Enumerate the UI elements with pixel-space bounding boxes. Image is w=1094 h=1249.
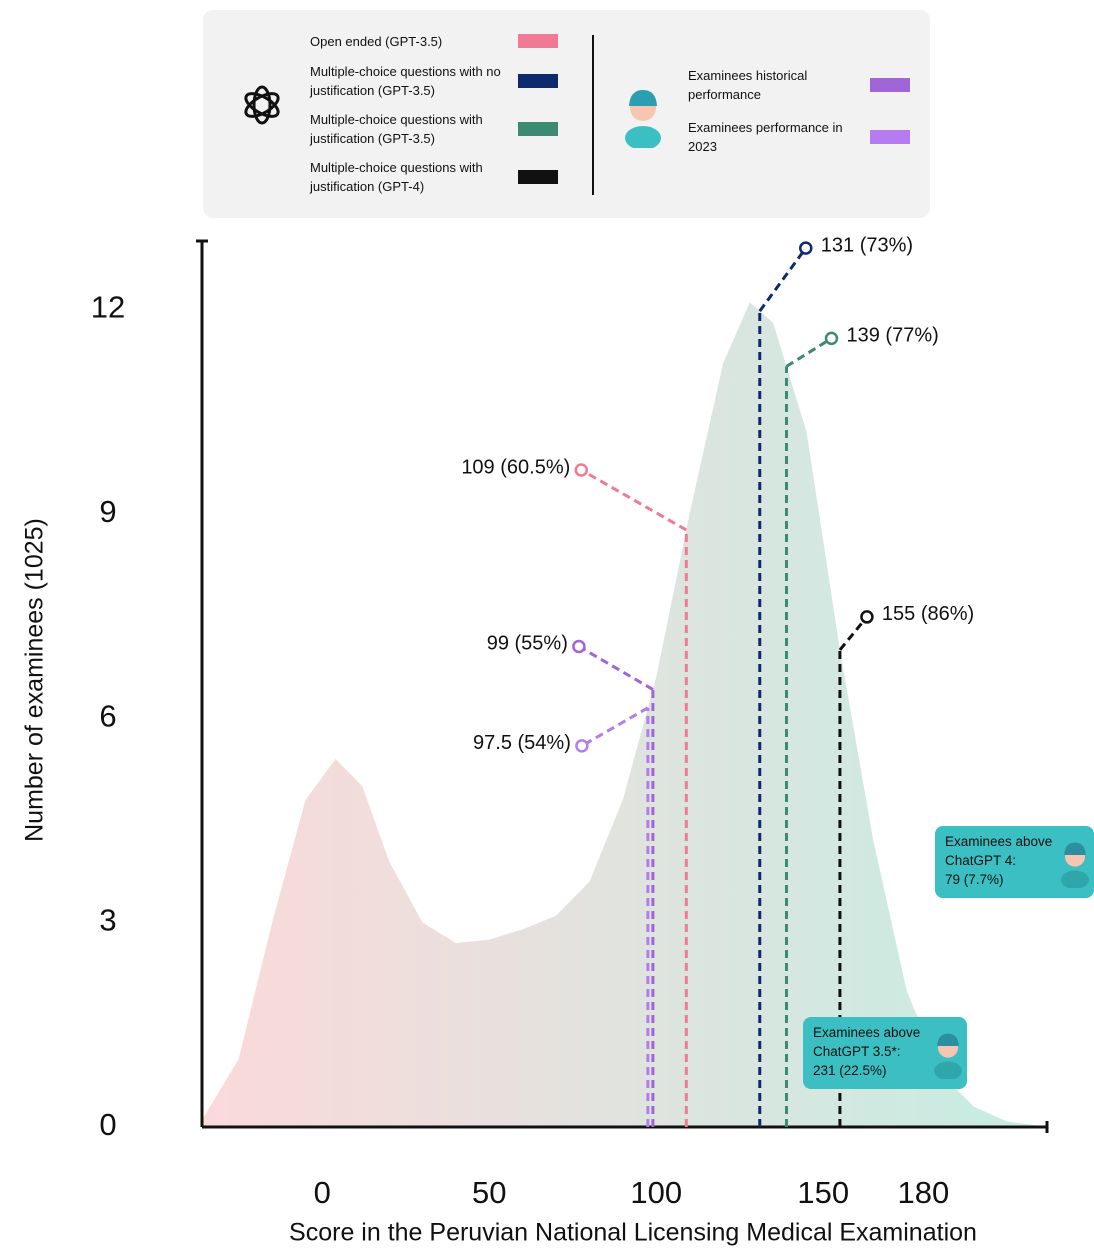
examinee-icon (1058, 836, 1092, 888)
score-marker (573, 641, 584, 652)
callout-text: Examinees above ChatGPT 4: (945, 832, 1056, 870)
x-axis-title: Score in the Peruvian National Licensing… (289, 1219, 977, 1247)
density-area (202, 302, 1047, 1127)
legend-divider (592, 35, 594, 195)
y-tick-label: 0 (99, 1107, 116, 1142)
callout: Examinees above ChatGPT 4:79 (7.7%) (935, 826, 1094, 898)
openai-logo (239, 82, 285, 128)
examinee-icon (621, 82, 665, 148)
legend: Open ended (GPT-3.5) Multiple-choice ques… (203, 10, 930, 218)
x-tick-label: 150 (797, 1175, 849, 1210)
score-label: 99 (55%) (487, 633, 568, 655)
legend-label: Multiple-choice questions with no justif… (310, 62, 510, 100)
score-label: 155 (86%) (882, 603, 974, 625)
examinee-icon (931, 1027, 965, 1079)
callout: Examinees above ChatGPT 3.5*:231 (22.5%) (803, 1017, 967, 1089)
legend-label: Open ended (GPT-3.5) (310, 32, 510, 51)
score-label: 139 (77%) (846, 325, 938, 347)
score-leader (786, 338, 831, 366)
score-leader (760, 248, 806, 311)
page: Open ended (GPT-3.5) Multiple-choice ques… (0, 0, 1094, 1249)
legend-swatch (518, 74, 558, 88)
score-marker (800, 243, 811, 254)
y-tick-label: 6 (99, 698, 116, 733)
y-tick-label: 3 (99, 903, 116, 938)
legend-label: Examinees historical performance (688, 66, 866, 104)
legend-label: Multiple-choice questions with justifica… (310, 110, 510, 148)
y-tick-label: 9 (99, 494, 116, 529)
score-marker (861, 611, 872, 622)
legend-swatch (518, 170, 558, 184)
score-label: 131 (73%) (821, 234, 913, 256)
legend-label: Multiple-choice questions with justifica… (310, 158, 510, 196)
x-tick-label: 180 (898, 1175, 950, 1210)
legend-swatch (870, 78, 910, 92)
score-marker (576, 464, 587, 475)
x-tick-label: 50 (472, 1175, 506, 1210)
y-tick-label: 12 (91, 289, 125, 324)
score-marker (576, 740, 587, 751)
score-label: 109 (60.5%) (461, 456, 570, 478)
x-tick-label: 100 (630, 1175, 682, 1210)
callout-text: Examinees above ChatGPT 3.5*: (813, 1023, 929, 1061)
x-tick-label: 0 (314, 1175, 331, 1210)
score-leader (579, 646, 653, 689)
score-leader (581, 470, 686, 530)
legend-swatch (870, 130, 910, 144)
score-marker (826, 333, 837, 344)
score-label: 97.5 (54%) (473, 732, 571, 754)
legend-swatch (518, 122, 558, 136)
score-leader (582, 708, 648, 746)
legend-swatch (518, 34, 558, 48)
score-leader (840, 617, 867, 650)
legend-label: Examinees performance in 2023 (688, 118, 866, 156)
y-axis-title: Number of examinees (1025) (21, 518, 49, 842)
